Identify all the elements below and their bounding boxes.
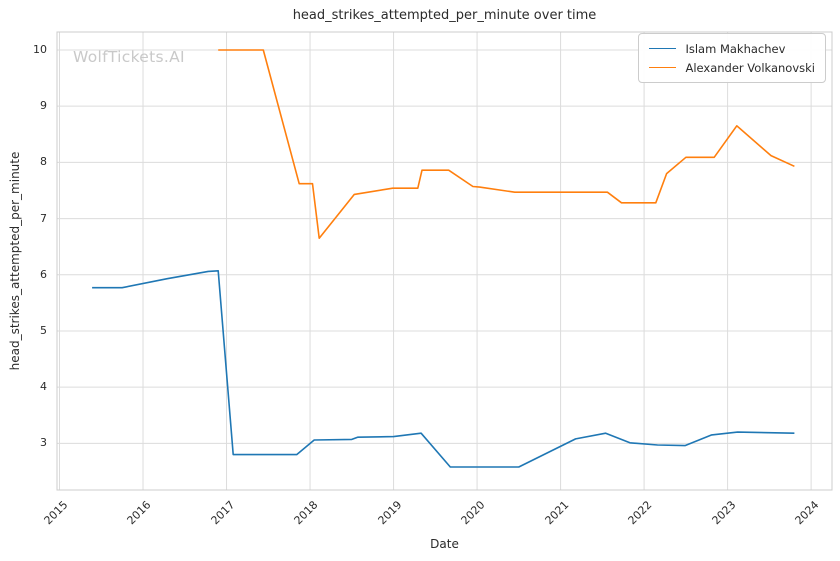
legend-line-sample-icon xyxy=(649,67,677,68)
legend-line-sample-icon xyxy=(649,48,677,49)
watermark: WolfTickets.AI xyxy=(73,48,185,66)
legend-label: Islam Makhachev xyxy=(685,41,786,56)
y-tick-label: 3 xyxy=(40,436,47,450)
y-tick-label: 6 xyxy=(40,267,47,281)
chart-title: head_strikes_attempted_per_minute over t… xyxy=(292,8,597,23)
x-axis-label: Date xyxy=(430,537,459,551)
y-tick-label: 5 xyxy=(40,323,47,337)
y-tick-label: 8 xyxy=(40,155,47,169)
y-tick-label: 7 xyxy=(40,211,47,225)
y-tick-label: 4 xyxy=(40,380,47,394)
y-tick-label: 10 xyxy=(33,42,47,56)
series-line-islam-makhachev xyxy=(92,269,795,468)
legend-label: Alexander Volkanovski xyxy=(685,60,815,75)
series-line-alexander-volkanovski xyxy=(218,49,795,239)
legend-item-alexander-volkanovski: Alexander Volkanovski xyxy=(649,58,815,77)
legend-item-islam-makhachev: Islam Makhachev xyxy=(649,39,815,58)
y-tick-label: 9 xyxy=(40,99,47,113)
plot-border xyxy=(56,31,833,491)
legend: Islam Makhachev Alexander Volkanovski xyxy=(638,33,826,83)
